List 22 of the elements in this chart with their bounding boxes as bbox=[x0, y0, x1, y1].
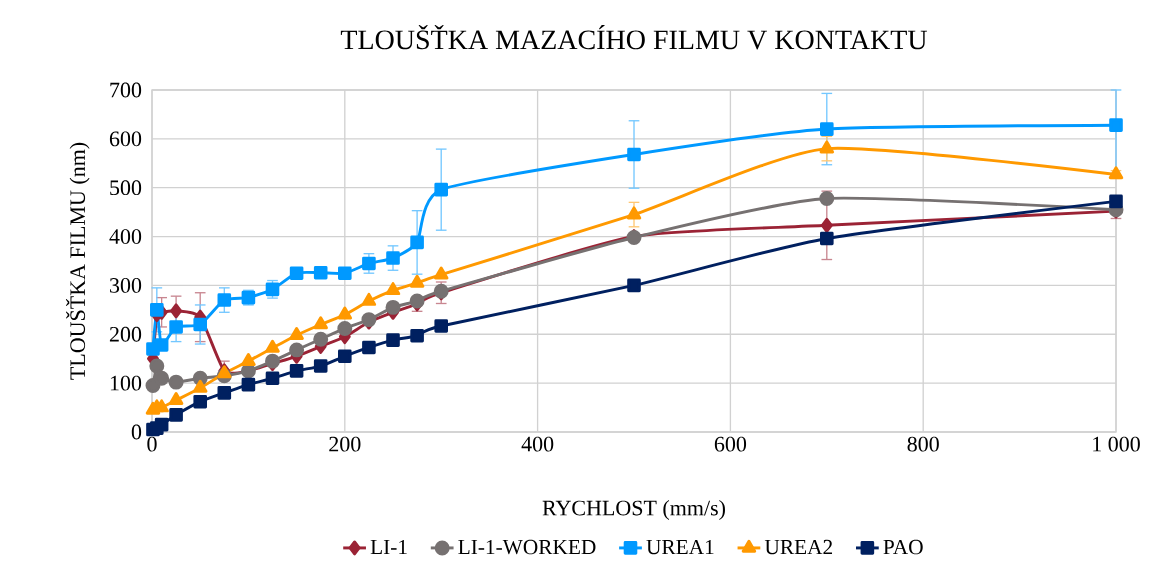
x-tick-label: 0 bbox=[147, 436, 157, 452]
y-tick-label: 600 bbox=[109, 131, 142, 147]
y-tick-label: 700 bbox=[110, 82, 142, 98]
legend-label: PAO bbox=[883, 539, 923, 555]
legend-label: UREA1 bbox=[646, 539, 714, 555]
y-tick-label: 500 bbox=[110, 180, 142, 196]
y-tick-label: 100 bbox=[110, 375, 142, 391]
x-axis-title: RYCHLOST (mm/s) bbox=[542, 499, 725, 520]
legend-label: LI-1 bbox=[370, 539, 407, 554]
y-tick-label: 300 bbox=[110, 277, 142, 293]
x-tick-label: 1 000 bbox=[1093, 436, 1140, 452]
y-tick-label: 200 bbox=[109, 326, 142, 342]
legend-label: LI-1-WORKED bbox=[458, 539, 596, 555]
y-axis-title: TLOUŠŤKA FILMU (nm) bbox=[65, 142, 90, 380]
x-tick-label: 800 bbox=[907, 436, 939, 452]
y-tick-label: 400 bbox=[109, 229, 142, 244]
x-tick-label: 400 bbox=[521, 436, 554, 452]
y-tick-label: 0 bbox=[131, 424, 142, 440]
chart-title: TLOUŠŤKA MAZACÍHO FILMU V KONTAKTU bbox=[340, 24, 927, 50]
legend-label: UREA2 bbox=[764, 539, 833, 555]
x-tick-label: 600 bbox=[714, 436, 747, 452]
x-tick-label: 200 bbox=[329, 436, 361, 452]
